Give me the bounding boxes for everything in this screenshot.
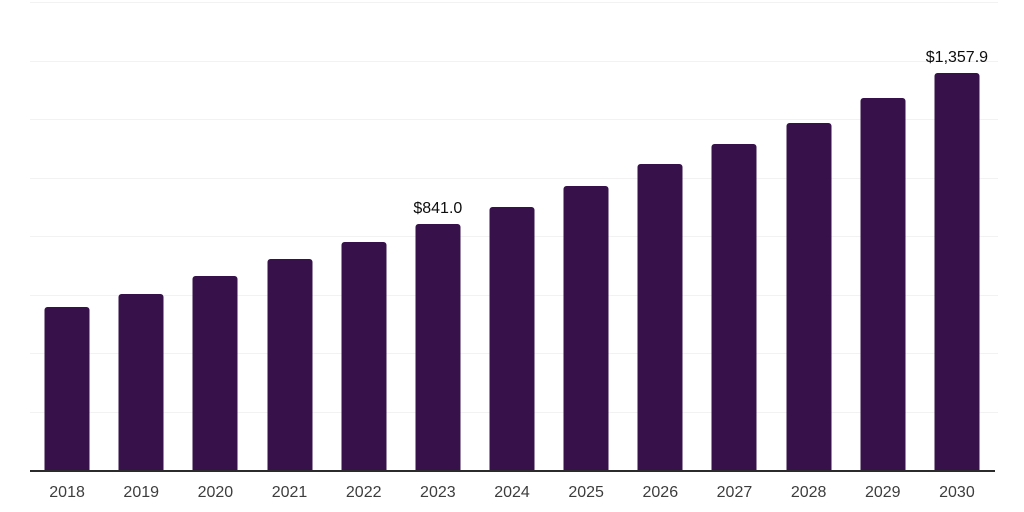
bar-value-label-2030: $1,357.9 [925,48,989,66]
bar-2027 [711,144,757,470]
bar-slot-2020 [178,2,252,470]
bar-2022 [341,241,387,470]
bar-2026 [637,164,683,470]
x-tick-label-2019: 2019 [123,484,160,501]
bar-2019 [118,293,164,470]
bar-2021 [267,258,313,470]
bar-slot-2023: $841.0 [401,2,475,470]
gridline-1000 [30,177,998,179]
bar-slot-2030: $1,357.9 [920,2,994,470]
bar-slot-2024 [475,2,549,470]
bar-value-label-2023: $841.0 [413,200,463,218]
x-tick-label-2030: 2030 [939,484,975,501]
x-tick-label-2025: 2025 [568,484,604,501]
x-tick-label-2018: 2018 [49,484,85,501]
bars-container: $841.0 $1,357.9 [30,2,994,470]
bar-2020 [192,275,238,470]
x-tick-label-2022: 2022 [345,484,382,501]
bar-slot-2029 [846,2,920,470]
x-tick-label-2020: 2020 [197,484,234,501]
bar-2023 [415,224,461,470]
x-tick-label-2029: 2029 [864,484,901,501]
bar-slot-2021 [252,2,326,470]
bar-slot-2027 [697,2,771,470]
x-tick-label-2027: 2027 [716,484,753,501]
bar-2028 [786,122,832,470]
bar-slot-2028 [772,2,846,470]
bar-2018 [44,306,90,470]
bar-2025 [563,186,609,470]
x-tick-label-2026: 2026 [642,484,679,501]
bar-slot-2022 [327,2,401,470]
x-axis-line [30,470,995,472]
gridline-1200 [30,119,998,120]
bar-slot-2025 [549,2,623,470]
bar-2024 [489,207,535,470]
x-tick-label-2024: 2024 [494,484,530,501]
x-tick-label-2028: 2028 [790,484,827,501]
x-axis-tick-labels: 2018 2019 2020 2021 2022 2023 2024 2025 2026 2027… [30,484,994,504]
bar-2029 [860,97,906,470]
x-tick-label-2023: 2023 [420,484,456,501]
plot-area: $841.0 $1,357.9 [30,2,998,472]
x-tick-label-2021: 2021 [271,484,308,501]
bar-slot-2026 [623,2,697,470]
bar-2030 [934,72,980,470]
bar-slot-2018 [30,2,104,470]
bar-slot-2019 [104,2,178,470]
gridline-1400 [30,60,998,62]
gridline-1600 [30,2,998,3]
